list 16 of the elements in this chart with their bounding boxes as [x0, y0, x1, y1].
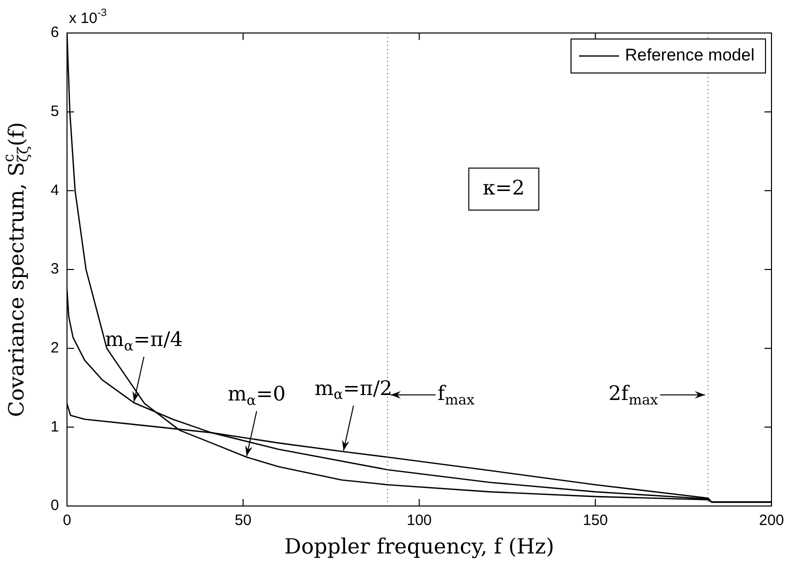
y-tick-label: 6: [50, 24, 59, 42]
x-tick-label: 100: [406, 512, 432, 530]
x-tick-label: 0: [62, 512, 72, 530]
y-axis-title: Covariance spectrum, Scζζ(f): [0, 122, 32, 417]
x-tick-label: 50: [234, 512, 252, 530]
x-axis-title: Doppler frequency, f (Hz): [284, 534, 554, 558]
legend-label: Reference model: [625, 46, 754, 65]
x-tick-label: 200: [758, 512, 784, 530]
y-tick-label: 1: [50, 418, 59, 436]
y-tick-label: 5: [50, 102, 59, 120]
y-tick-label: 0: [50, 497, 59, 514]
x-tick-label: 150: [582, 512, 608, 530]
y-tick-label: 2: [50, 339, 59, 356]
y-tick-label: 4: [50, 182, 59, 199]
y-tick-label: 3: [50, 260, 59, 278]
annotation: κ=2: [482, 175, 525, 200]
